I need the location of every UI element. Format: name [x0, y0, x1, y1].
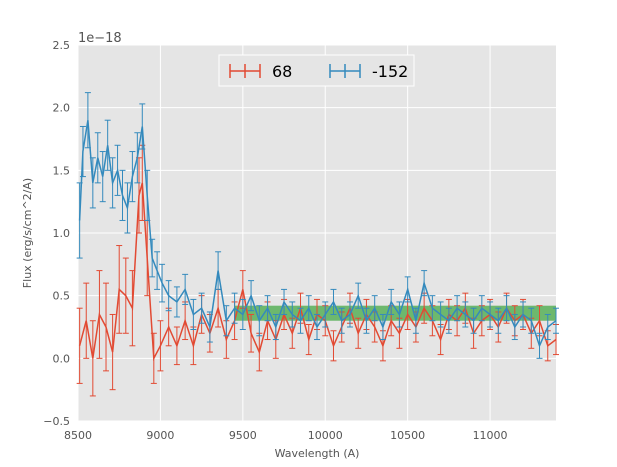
series--152 [76, 92, 559, 359]
y-tick-label: 0.0 [53, 352, 71, 365]
ticks: 8500 9000 9500 10000 10500 11000 −0.5 0.0 0.5 1.0… [43, 39, 507, 442]
x-tick-label: 9500 [229, 429, 257, 442]
y-tick-label: 2.5 [53, 39, 71, 52]
x-tick-label: 10500 [390, 429, 425, 442]
x-tick-label: 11000 [473, 429, 508, 442]
y-tick-label: 1.5 [53, 164, 71, 177]
series-line [78, 120, 557, 348]
x-tick-label: 9000 [146, 429, 174, 442]
y-tick-label: 0.5 [53, 290, 71, 303]
legend-label: -152 [372, 62, 408, 81]
y-axis-label: Flux (erg/s/cm^2/A) [21, 178, 34, 288]
y-tick-label: 2.0 [53, 102, 71, 115]
grid [77, 44, 556, 422]
legend-item-68: 68 [229, 62, 292, 81]
y-tick-label: 1.0 [53, 227, 71, 240]
x-tick-label: 10000 [308, 429, 343, 442]
x-tick-label: 8500 [64, 429, 92, 442]
legend-label: 68 [272, 62, 292, 81]
x-axis-label: Wavelength (A) [275, 447, 360, 460]
y-tick-label: −0.5 [43, 415, 70, 428]
legend: 68 -152 [218, 54, 415, 87]
y-offset-label: 1e−18 [78, 31, 122, 46]
series-layer [76, 92, 559, 397]
series-line [78, 182, 557, 361]
legend-item--152: -152 [329, 62, 408, 81]
